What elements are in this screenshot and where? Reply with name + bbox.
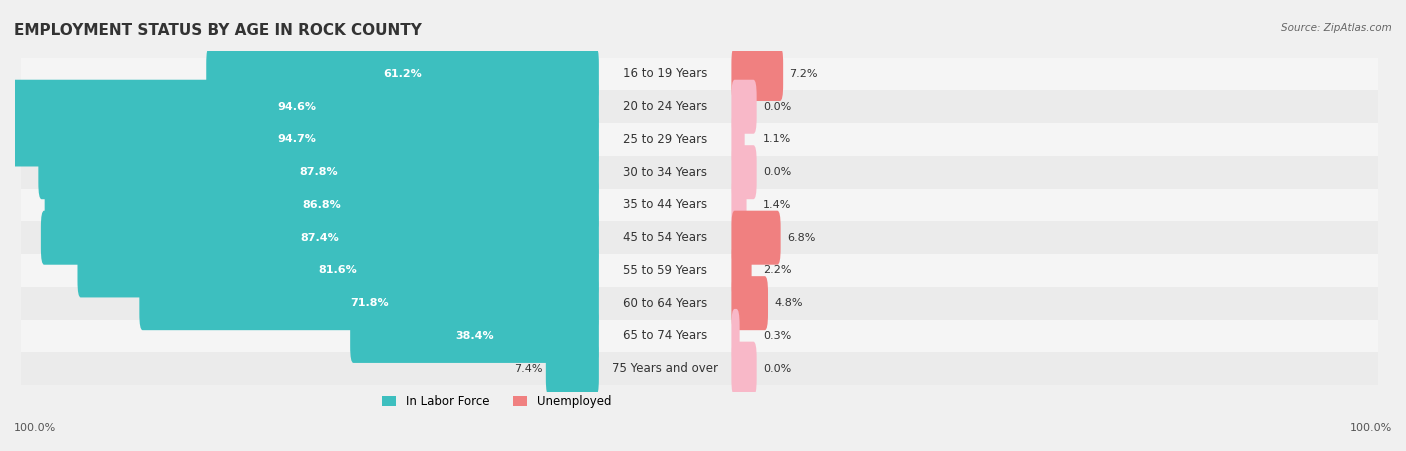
Text: 75 Years and over: 75 Years and over (612, 362, 718, 375)
Text: 60 to 64 Years: 60 to 64 Years (623, 297, 707, 310)
FancyBboxPatch shape (731, 178, 747, 232)
Text: 86.8%: 86.8% (302, 200, 342, 210)
Text: 0.0%: 0.0% (763, 102, 792, 112)
Text: 61.2%: 61.2% (384, 69, 422, 79)
FancyBboxPatch shape (21, 320, 1378, 352)
FancyBboxPatch shape (21, 58, 1378, 90)
FancyBboxPatch shape (731, 342, 756, 396)
Text: 65 to 74 Years: 65 to 74 Years (623, 329, 707, 342)
Text: 25 to 29 Years: 25 to 29 Years (623, 133, 707, 146)
FancyBboxPatch shape (0, 80, 599, 134)
FancyBboxPatch shape (350, 309, 599, 363)
Text: 4.8%: 4.8% (775, 298, 803, 308)
Text: 35 to 44 Years: 35 to 44 Years (623, 198, 707, 212)
Text: 55 to 59 Years: 55 to 59 Years (623, 264, 707, 277)
FancyBboxPatch shape (731, 244, 752, 298)
FancyBboxPatch shape (0, 112, 599, 166)
FancyBboxPatch shape (546, 342, 599, 396)
FancyBboxPatch shape (41, 211, 599, 265)
FancyBboxPatch shape (21, 189, 1378, 221)
Text: 81.6%: 81.6% (319, 266, 357, 276)
Text: 0.0%: 0.0% (763, 364, 792, 374)
FancyBboxPatch shape (38, 145, 599, 199)
FancyBboxPatch shape (21, 90, 1378, 123)
Text: 20 to 24 Years: 20 to 24 Years (623, 100, 707, 113)
FancyBboxPatch shape (731, 211, 780, 265)
FancyBboxPatch shape (21, 287, 1378, 320)
FancyBboxPatch shape (731, 145, 756, 199)
Text: 87.8%: 87.8% (299, 167, 337, 177)
Text: 38.4%: 38.4% (456, 331, 494, 341)
FancyBboxPatch shape (731, 112, 745, 166)
FancyBboxPatch shape (21, 254, 1378, 287)
Text: 100.0%: 100.0% (14, 423, 56, 433)
FancyBboxPatch shape (77, 244, 599, 298)
FancyBboxPatch shape (45, 178, 599, 232)
Text: 16 to 19 Years: 16 to 19 Years (623, 68, 707, 80)
Text: 2.2%: 2.2% (763, 266, 792, 276)
Text: 1.1%: 1.1% (763, 134, 792, 144)
Text: 7.2%: 7.2% (790, 69, 818, 79)
FancyBboxPatch shape (21, 221, 1378, 254)
FancyBboxPatch shape (731, 276, 768, 330)
Text: 94.6%: 94.6% (277, 102, 316, 112)
FancyBboxPatch shape (731, 47, 783, 101)
FancyBboxPatch shape (139, 276, 599, 330)
FancyBboxPatch shape (207, 47, 599, 101)
Text: 0.0%: 0.0% (763, 167, 792, 177)
Text: 45 to 54 Years: 45 to 54 Years (623, 231, 707, 244)
Text: EMPLOYMENT STATUS BY AGE IN ROCK COUNTY: EMPLOYMENT STATUS BY AGE IN ROCK COUNTY (14, 23, 422, 37)
Text: 94.7%: 94.7% (277, 134, 316, 144)
Text: 7.4%: 7.4% (515, 364, 543, 374)
Text: 6.8%: 6.8% (787, 233, 815, 243)
Text: 71.8%: 71.8% (350, 298, 388, 308)
Text: 30 to 34 Years: 30 to 34 Years (623, 166, 707, 179)
FancyBboxPatch shape (21, 156, 1378, 189)
FancyBboxPatch shape (21, 352, 1378, 385)
Text: 0.3%: 0.3% (763, 331, 792, 341)
FancyBboxPatch shape (731, 309, 740, 363)
Text: 1.4%: 1.4% (763, 200, 792, 210)
Text: 100.0%: 100.0% (1350, 423, 1392, 433)
Text: Source: ZipAtlas.com: Source: ZipAtlas.com (1281, 23, 1392, 32)
FancyBboxPatch shape (21, 123, 1378, 156)
Text: 87.4%: 87.4% (301, 233, 339, 243)
Legend: In Labor Force, Unemployed: In Labor Force, Unemployed (377, 391, 616, 413)
FancyBboxPatch shape (731, 80, 756, 134)
